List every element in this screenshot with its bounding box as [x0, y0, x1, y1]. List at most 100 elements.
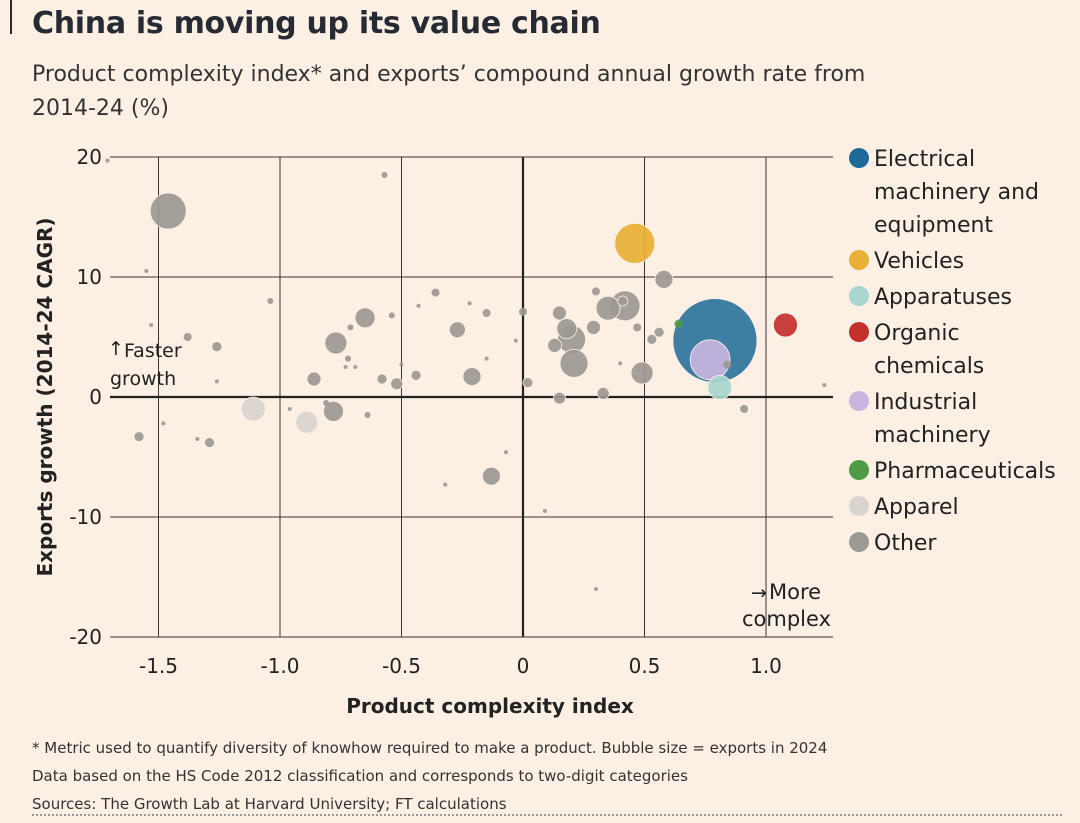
x-tick-label: 0.5 — [629, 654, 661, 678]
data-point — [553, 391, 566, 405]
data-point — [591, 287, 600, 296]
data-point — [133, 431, 145, 443]
data-point — [614, 223, 656, 264]
data-point — [484, 356, 489, 361]
annotation-more: More — [769, 580, 821, 604]
data-point — [596, 386, 610, 400]
legend-swatch — [849, 460, 869, 480]
annotation-growth: growth — [110, 368, 176, 390]
data-point — [431, 288, 440, 297]
legend-label: machinery — [874, 423, 991, 448]
y-tick-label: 10 — [77, 265, 102, 289]
axes: -1.5 -1.0 -0.5 0 0.5 1.0 -20 -10 0 10 20 Product co… — [33, 145, 782, 718]
data-point — [381, 172, 388, 178]
y-axis-title: Exports growth (2014-24 CAGR) — [33, 217, 57, 576]
data-point — [295, 410, 319, 434]
data-point — [390, 377, 404, 391]
data-point — [723, 360, 732, 369]
data-point — [323, 400, 330, 406]
footnote-metric: * Metric used to quantify diversity of k… — [32, 739, 828, 757]
faster-arrow-icon: ↑ — [108, 338, 124, 360]
data-point — [240, 396, 266, 422]
legend: Electrical machinery and equipment Vehicles… — [849, 147, 1056, 556]
legend-label: Electrical — [874, 147, 975, 172]
bottom-rule — [32, 814, 1062, 816]
data-point — [822, 383, 827, 387]
data-point — [353, 365, 358, 369]
data-point — [376, 373, 388, 385]
legend-label: equipment — [874, 213, 993, 238]
chart-title: China is moving up its value chain — [32, 6, 601, 41]
data-point — [773, 312, 798, 338]
data-point — [595, 295, 621, 321]
data-point — [654, 269, 674, 289]
data-point — [559, 348, 589, 378]
data-point — [323, 400, 344, 422]
data-point — [482, 309, 491, 317]
x-axis-title: Product complexity index — [346, 694, 634, 718]
x-tick-label: -0.5 — [382, 654, 421, 678]
x-tick-label: -1.0 — [260, 654, 299, 678]
data-point — [593, 587, 598, 591]
data-point — [345, 355, 352, 362]
legend-label: Industrial — [874, 390, 977, 415]
data-point — [617, 295, 629, 307]
data-point — [586, 319, 601, 335]
legend-label: Vehicles — [874, 249, 964, 274]
data-point — [503, 450, 508, 455]
title-rule — [10, 0, 12, 34]
legend-label: Apparel — [874, 495, 959, 520]
data-point — [646, 333, 658, 345]
data-point — [522, 377, 534, 389]
y-tick-label: -10 — [69, 505, 102, 529]
data-point — [287, 407, 292, 411]
legend-label: chemicals — [874, 354, 984, 379]
y-tick-label: 20 — [77, 145, 102, 169]
x-tick-label: 1.0 — [750, 654, 782, 678]
data-point — [519, 307, 527, 316]
bubble-chart: -1.5 -1.0 -0.5 0 0.5 1.0 -20 -10 0 10 20 Product co… — [33, 145, 1056, 718]
data-point — [556, 318, 578, 340]
data-point — [144, 269, 149, 273]
legend-swatch — [849, 322, 869, 342]
legend-swatch — [849, 148, 869, 168]
legend-label: machinery and — [874, 180, 1039, 205]
data-point — [324, 331, 348, 355]
data-points — [105, 158, 827, 591]
footnote-data: Data based on the HS Code 2012 classific… — [32, 767, 688, 785]
data-point — [467, 301, 472, 306]
data-point — [707, 374, 733, 400]
annotation-faster: Faster — [124, 340, 182, 362]
data-point — [105, 158, 110, 163]
legend-label: Other — [874, 531, 937, 556]
data-point — [674, 319, 683, 328]
annotation-complex: complex — [742, 607, 831, 631]
data-point — [547, 337, 562, 353]
data-point — [482, 466, 501, 486]
data-point — [183, 333, 192, 341]
data-point — [211, 341, 223, 353]
data-point — [343, 365, 348, 369]
data-point — [618, 361, 623, 366]
more-arrow-icon: → — [751, 582, 767, 604]
data-point — [364, 412, 371, 418]
annotations: ↑ Faster growth → More complex — [108, 338, 831, 631]
footnotes: * Metric used to quantify diversity of k… — [32, 734, 827, 818]
x-tick-label: -1.5 — [139, 654, 178, 678]
data-point — [306, 371, 322, 387]
data-point — [347, 324, 354, 331]
legend-label: Organic — [874, 321, 960, 346]
x-tick-label: 0 — [517, 654, 530, 678]
data-point — [462, 367, 482, 387]
data-point — [633, 323, 642, 332]
data-point — [388, 312, 395, 319]
data-point — [443, 482, 448, 487]
legend-swatch — [849, 286, 869, 306]
data-point — [214, 379, 219, 384]
data-point — [552, 305, 567, 321]
y-tick-label: -20 — [69, 625, 102, 649]
legend-swatch — [849, 391, 869, 411]
data-point — [149, 192, 187, 230]
data-point — [204, 437, 215, 449]
footnote-sources: Sources: The Growth Lab at Harvard Unive… — [32, 795, 507, 813]
